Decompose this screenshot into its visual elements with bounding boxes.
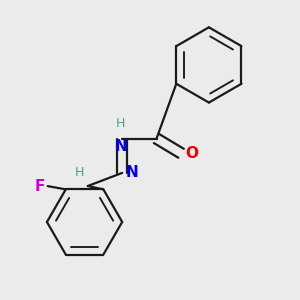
Text: H: H: [116, 117, 125, 130]
Text: O: O: [185, 146, 198, 161]
Text: N: N: [126, 165, 139, 180]
Text: N: N: [114, 139, 127, 154]
Text: F: F: [35, 178, 45, 194]
Text: H: H: [75, 166, 85, 179]
